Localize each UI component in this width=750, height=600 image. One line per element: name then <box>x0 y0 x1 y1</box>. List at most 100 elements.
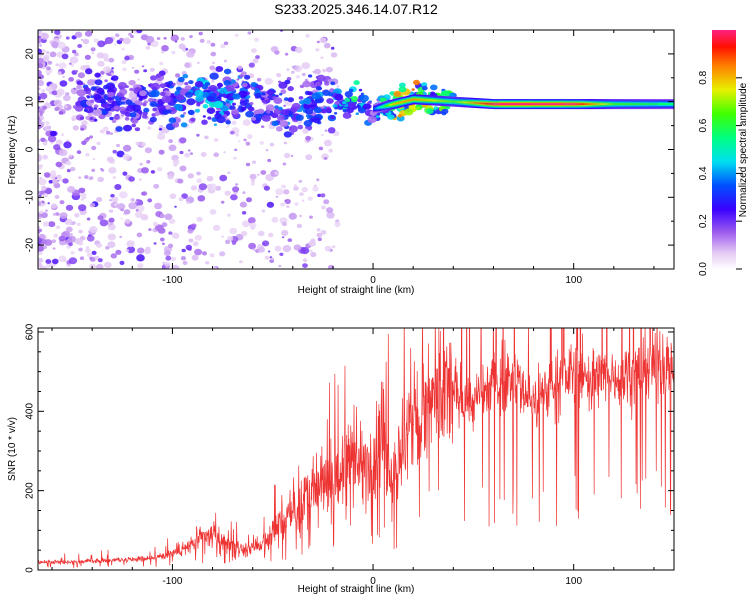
noise-blob <box>136 232 143 238</box>
noise-blob <box>108 217 115 223</box>
noise-blob <box>275 126 283 132</box>
noise-blob <box>153 242 157 245</box>
noise-blob <box>85 246 90 249</box>
noise-blob <box>70 233 73 236</box>
ridge-band <box>499 103 501 105</box>
noise-blob <box>298 179 303 183</box>
ridge-blob <box>334 106 338 110</box>
ridge-band <box>652 103 655 105</box>
noise-blob <box>38 87 41 91</box>
ridge-blob <box>194 81 204 88</box>
ridge-blob <box>113 105 120 111</box>
ridge-blob <box>433 106 439 110</box>
noise-blob <box>39 116 45 120</box>
ridge-band <box>567 103 570 105</box>
colorbar-tick-label: 0.4 <box>698 166 709 180</box>
noise-blob <box>237 65 243 70</box>
ridge-band <box>559 103 561 105</box>
ridge-blob <box>93 93 102 100</box>
noise-blob <box>52 247 56 250</box>
ridge-blob <box>104 79 108 83</box>
noise-blob <box>234 33 239 37</box>
ridge-blob <box>261 114 271 122</box>
noise-blob <box>66 169 71 173</box>
noise-blob <box>42 141 48 146</box>
ridge-band <box>618 103 621 105</box>
noise-blob <box>38 96 41 101</box>
ridge-band <box>615 103 618 105</box>
noise-blob <box>68 77 74 82</box>
noise-blob <box>40 212 48 219</box>
ridge-band <box>412 98 414 101</box>
noise-blob <box>280 89 287 95</box>
ridge-blob <box>208 85 218 93</box>
noise-blob <box>170 256 177 262</box>
ridge-blob <box>164 104 171 110</box>
ridge-blob <box>360 92 365 96</box>
noise-blob <box>135 209 139 212</box>
ridge-band <box>576 103 579 105</box>
ridge-band <box>580 103 583 105</box>
ridge-band <box>645 103 648 105</box>
ridge-band <box>417 98 419 101</box>
noise-blob <box>232 186 240 193</box>
ridge-band <box>423 99 425 101</box>
noise-blob <box>124 218 131 224</box>
ridge-blob <box>232 93 241 100</box>
noise-blob <box>53 233 59 238</box>
noise-blob <box>276 73 282 78</box>
noise-blob <box>136 30 143 34</box>
noise-blob <box>63 141 72 149</box>
ridge-blob <box>182 74 189 79</box>
noise-blob <box>180 256 186 261</box>
ridge-blob <box>375 115 380 119</box>
noise-blob <box>204 135 209 140</box>
y-tick-label: -10 <box>25 190 36 205</box>
x-tick-label: 0 <box>370 275 376 286</box>
y-tick-label: 400 <box>25 403 36 420</box>
colorbar: 0.0 0.2 0.4 0.6 0.8 Normalized spectral ampl… <box>698 30 749 276</box>
ridge-blob <box>175 94 185 101</box>
ridge-band <box>650 103 653 105</box>
ridge-band <box>665 103 667 105</box>
ridge-band <box>572 103 575 105</box>
ridge-band <box>494 103 496 105</box>
ridge-blob <box>326 98 334 104</box>
x-tick-label: 100 <box>565 275 582 286</box>
ridge-blob <box>308 74 313 78</box>
noise-blob <box>92 157 96 161</box>
noise-blob <box>96 141 101 145</box>
ridge-band <box>550 103 552 105</box>
ridge-band <box>582 103 585 105</box>
ridge-band <box>619 103 622 105</box>
ridge-band <box>502 103 504 105</box>
noise-blob <box>122 171 128 176</box>
ridge-band <box>556 103 558 105</box>
ridge-band <box>601 103 604 105</box>
noise-blob <box>48 179 53 184</box>
noise-blob <box>154 202 163 210</box>
ridge-band <box>474 102 476 104</box>
ridge-blob <box>83 108 88 112</box>
ridge-band <box>583 103 586 105</box>
ridge-blob <box>333 112 338 115</box>
noise-blob <box>103 261 112 269</box>
noise-blob <box>71 221 76 225</box>
noise-blob <box>302 258 308 263</box>
noise-blob <box>77 44 83 48</box>
ridge-blob <box>184 91 194 98</box>
noise-blob <box>56 174 62 180</box>
ridge-blob <box>327 92 334 97</box>
ridge-band <box>638 103 641 105</box>
ridge-band <box>402 101 404 103</box>
noise-blob <box>76 222 81 226</box>
ridge-blob <box>207 116 212 120</box>
ridge-blob <box>232 82 239 88</box>
ridge-band <box>491 103 493 105</box>
ridge-band <box>456 101 458 103</box>
noise-blob <box>249 173 257 180</box>
ridge-blob <box>276 114 285 121</box>
ridge-blob <box>129 112 137 118</box>
ridge-blob <box>134 127 141 132</box>
